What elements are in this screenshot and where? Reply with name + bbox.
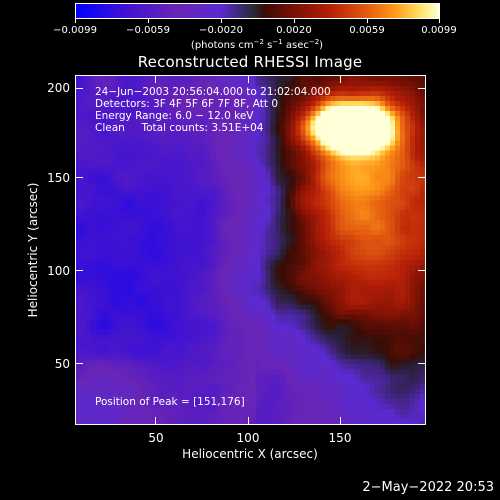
clean-counts-annotation: Clean Total counts: 3.51E+04 (95, 122, 264, 134)
colorbar-tick-label: 0.0059 (349, 25, 385, 36)
x-major-tick (155, 417, 156, 425)
colorbar-tick (367, 19, 368, 23)
colorbar-tick (148, 19, 149, 23)
colorbar-tick-label: −0.0099 (52, 25, 98, 36)
y-tick-label: 50 (54, 357, 70, 371)
y-major-tick (418, 363, 426, 364)
colorbar-tick (75, 19, 76, 23)
y-axis-label: Heliocentric Y (arcsec) (26, 182, 40, 318)
y-major-tick (418, 177, 426, 178)
x-major-tick (155, 75, 156, 83)
image-plot-area: 24−Jun−2003 20:56:04.000 to 21:02:04.000… (75, 75, 426, 425)
colorbar-tick (439, 19, 440, 23)
y-major-tick (418, 88, 426, 89)
x-axis-label: Heliocentric X (arcsec) (182, 447, 318, 461)
y-tick-label: 200 (47, 81, 70, 95)
colorbar-tick (294, 19, 295, 23)
y-major-tick (75, 270, 83, 271)
peak-position-annotation: Position of Peak = [151,176] (95, 396, 245, 408)
colorbar (75, 3, 440, 19)
y-major-tick (75, 363, 83, 364)
plot-title: Reconstructed RHESSI Image (137, 53, 363, 71)
colorbar-tick-label: 0.0020 (276, 25, 312, 36)
y-major-tick (75, 88, 83, 89)
x-major-tick (248, 75, 249, 83)
x-major-tick (340, 75, 341, 83)
colorbar-units: (photons cm−2 s−1 asec−2) (190, 38, 324, 51)
render-timestamp: 2−May−2022 20:53 (362, 480, 494, 495)
x-tick-label: 150 (328, 431, 352, 445)
y-major-tick (418, 270, 426, 271)
x-major-tick (340, 417, 341, 425)
detectors-annotation: Detectors: 3F 4F 5F 6F 7F 8F, Att 0 (95, 98, 279, 110)
x-tick-label: 100 (236, 431, 260, 445)
x-tick-label: 50 (148, 431, 164, 445)
y-tick-label: 100 (47, 264, 70, 278)
rhessi-image-heatmap (76, 76, 425, 424)
colorbar-tick-label: −0.0059 (125, 25, 171, 36)
energy-range-annotation: Energy Range: 6.0 − 12.0 keV (95, 110, 254, 122)
colorbar-tick-label: 0.0099 (421, 25, 457, 36)
colorbar-tick (221, 19, 222, 23)
x-major-tick (248, 417, 249, 425)
y-tick-label: 150 (47, 171, 70, 185)
time-range-annotation: 24−Jun−2003 20:56:04.000 to 21:02:04.000 (95, 86, 331, 98)
colorbar-tick-label: −0.0020 (198, 25, 244, 36)
y-major-tick (75, 177, 83, 178)
